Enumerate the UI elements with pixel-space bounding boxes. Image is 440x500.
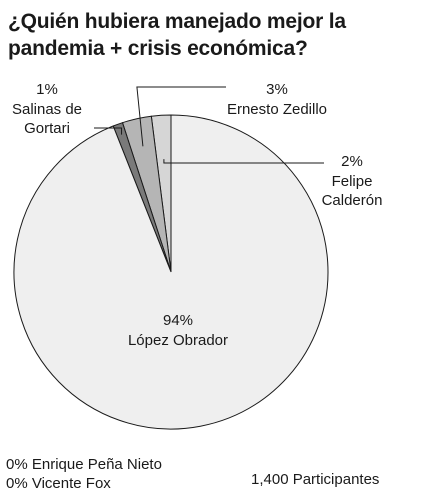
slice-label-lopez-obrador-name: López Obrador bbox=[128, 332, 228, 349]
chart-title-line-2: pandemia + crisis económica? bbox=[8, 37, 308, 60]
pie-slice-lopez-obrador bbox=[13, 114, 329, 430]
chart-title-line-1: ¿Quién hubiera manejado mejor la bbox=[8, 10, 346, 33]
participants-count: 1,400 Participantes bbox=[251, 471, 380, 488]
zero-entries: 0% Enrique Peña Nieto 0% Vicente Fox bbox=[6, 455, 162, 493]
slice-label-salinas-name-2: Gortari bbox=[24, 120, 70, 137]
pie-slices bbox=[13, 114, 329, 430]
slice-label-zedillo-value: 3% bbox=[266, 81, 288, 98]
slice-label-calderon-name-1: Felipe bbox=[332, 173, 373, 190]
chart-title: ¿Quién hubiera manejado mejor la pandemi… bbox=[8, 8, 428, 62]
zero-entry-vicente-fox: 0% Vicente Fox bbox=[6, 475, 111, 492]
slice-label-calderon-name-2: Calderón bbox=[322, 192, 383, 209]
leader-line-zedillo bbox=[136, 86, 226, 147]
leader-line-salinas bbox=[94, 127, 123, 135]
slice-label-salinas-name-1: Salinas de bbox=[12, 101, 82, 118]
slice-label-salinas-value: 1% bbox=[36, 81, 58, 98]
slice-label-calderon-value: 2% bbox=[341, 153, 363, 170]
zero-entry-pena-nieto: 0% Enrique Peña Nieto bbox=[6, 456, 162, 473]
leader-line-calderon bbox=[163, 159, 324, 164]
slice-label-lopez-obrador-value: 94% bbox=[163, 312, 193, 329]
slice-label-zedillo-name: Ernesto Zedillo bbox=[227, 101, 327, 118]
leader-lines bbox=[94, 86, 324, 164]
